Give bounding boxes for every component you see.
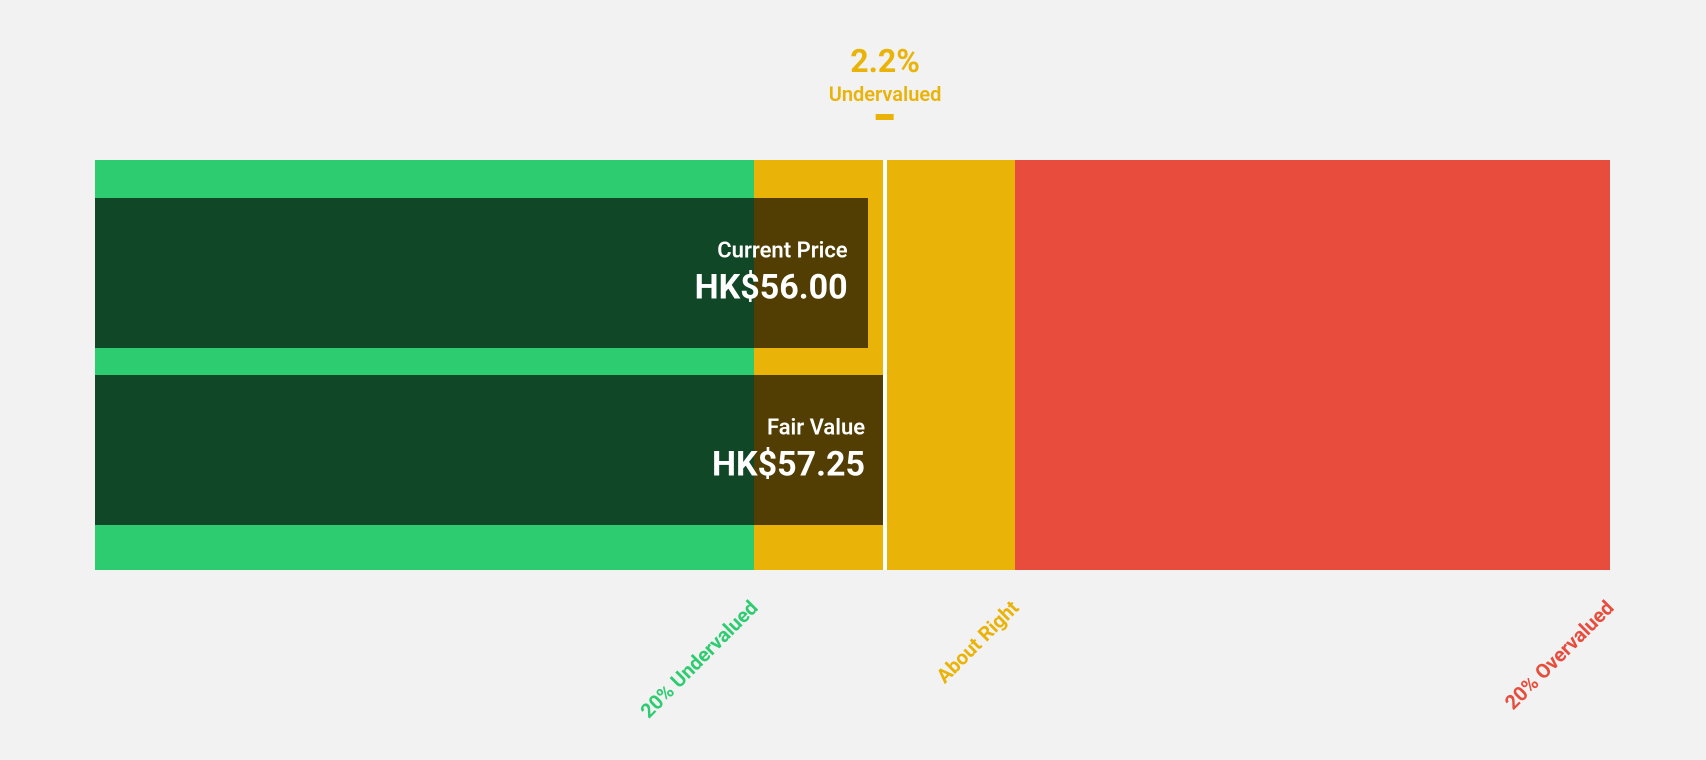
zone-overvalued xyxy=(1015,160,1610,570)
axis-label-overvalued: 20% Overvalued xyxy=(1460,596,1618,754)
axis-label-undervalued: 20% Undervalued xyxy=(604,596,762,754)
current-price-label: Current Price xyxy=(695,239,848,264)
callout-tick xyxy=(876,114,894,120)
fair-value-label: Fair Value xyxy=(712,416,865,441)
valuation-chart: Current Price HK$56.00 Fair Value HK$57.… xyxy=(95,160,1610,570)
valuation-callout: 2.2% Undervalued xyxy=(829,42,942,120)
current-price-bar: Current Price HK$56.00 xyxy=(95,198,868,348)
axis-label-about-right: About Right xyxy=(865,596,1023,754)
fair-value-bar: Fair Value HK$57.25 xyxy=(95,375,885,525)
callout-percent: 2.2% xyxy=(829,42,942,80)
current-price-value: HK$56.00 xyxy=(695,268,848,308)
indicator-line xyxy=(883,160,887,570)
fair-value-value: HK$57.25 xyxy=(712,445,865,485)
callout-text: Undervalued xyxy=(829,82,942,106)
